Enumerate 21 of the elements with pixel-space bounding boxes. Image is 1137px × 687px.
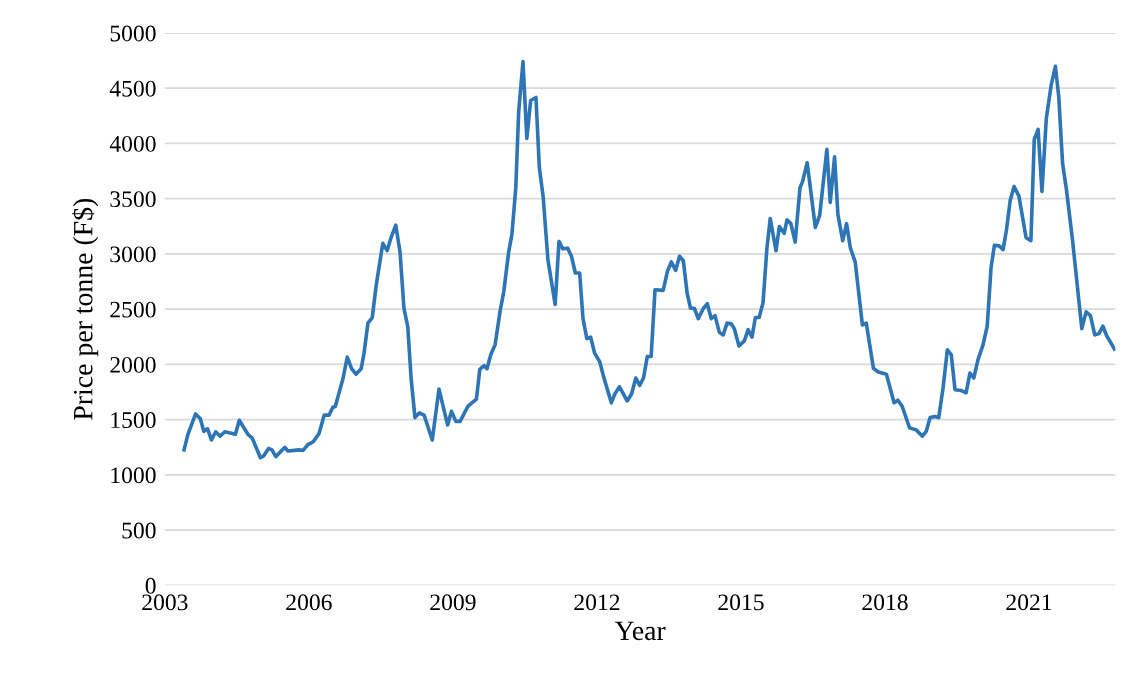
y-axis-title: Price per tonne (F$): [72, 198, 99, 420]
x-tick-label: 2012: [574, 594, 620, 611]
y-tick-label: 1000: [111, 467, 156, 484]
y-tick-label: 4000: [109, 135, 156, 152]
y-tick-label: 3500: [110, 191, 156, 208]
y-tick-label: 2000: [110, 356, 156, 373]
x-tick-label: 2015: [718, 594, 764, 611]
x-tick-label: 2021: [1006, 594, 1052, 611]
x-tick-label: 2003: [142, 594, 188, 611]
y-tick-label: 2500: [110, 301, 156, 318]
y-tick-label: 3000: [110, 246, 156, 263]
y-tick-label: 5000: [110, 25, 156, 42]
x-tick-label: 2018: [862, 594, 908, 611]
y-tick-label: 0: [145, 577, 156, 594]
x-tick-label: 2006: [286, 594, 332, 611]
y-tick-label: 4500: [109, 80, 156, 97]
x-tick-label: 2009: [430, 594, 476, 611]
line-series: [182, 59, 1116, 460]
y-tick-label: 1500: [111, 412, 156, 429]
x-axis-title: Year: [614, 621, 666, 641]
y-tick-label: 500: [122, 522, 156, 539]
